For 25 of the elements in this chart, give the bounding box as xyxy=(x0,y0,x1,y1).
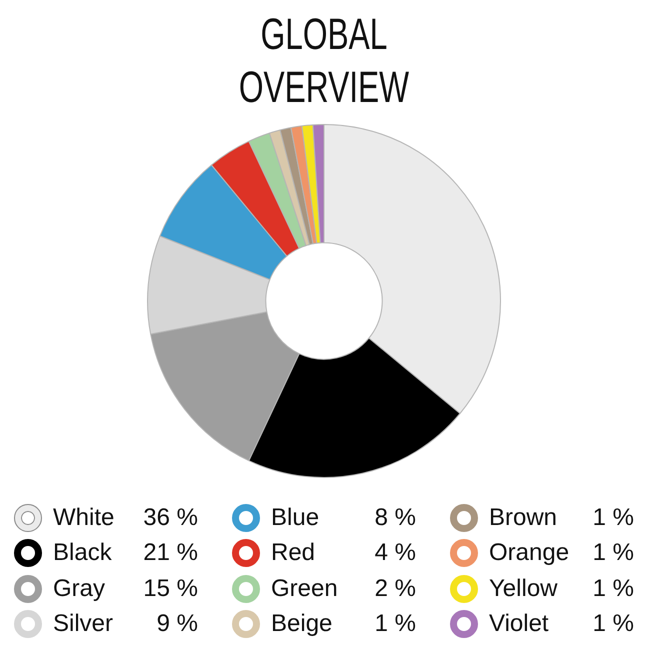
data-label: 4 % xyxy=(374,539,416,568)
data-label: 1 % xyxy=(592,574,634,603)
legend-label: Silver xyxy=(53,610,114,638)
legend-label: Green xyxy=(271,574,339,603)
data-label: 36 % xyxy=(143,504,198,532)
legend-label: Beige xyxy=(271,610,334,638)
data-label: 1 % xyxy=(592,539,634,568)
data-label: 1 % xyxy=(592,610,634,638)
data-label: 9 % xyxy=(156,610,198,638)
legend-label: Yellow xyxy=(489,574,558,603)
chart-title: GLOBAL OVERVIEW xyxy=(238,9,410,114)
data-label: 1 % xyxy=(592,504,634,532)
data-label: 2 % xyxy=(374,574,416,603)
data-label: 15 % xyxy=(143,574,198,603)
legend-label: Orange xyxy=(489,539,570,568)
legend-label: White xyxy=(53,504,116,532)
data-label: 1 % xyxy=(374,610,416,638)
data-label: 8 % xyxy=(374,504,416,532)
data-label: 21 % xyxy=(143,539,198,568)
legend-label: Red xyxy=(271,539,316,568)
legend-label: Gray xyxy=(53,574,106,603)
legend-label: Black xyxy=(53,539,113,568)
legend-label: Blue xyxy=(271,504,320,532)
legend-label: Brown xyxy=(489,504,558,532)
legend-label: Violet xyxy=(489,610,550,638)
